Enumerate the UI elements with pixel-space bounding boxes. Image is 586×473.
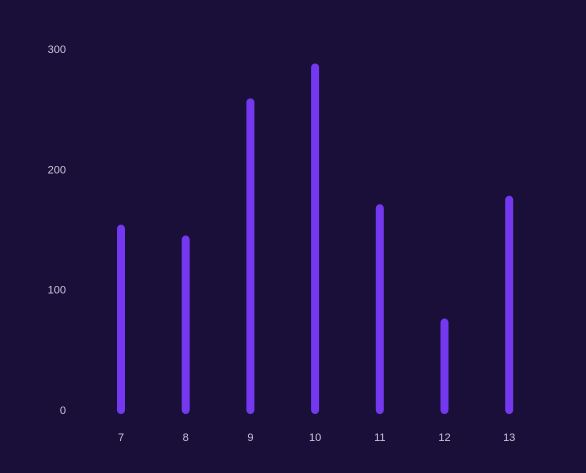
x-tick-label: 10 [309, 432, 321, 444]
y-axis: 0 100 200 300 [48, 44, 66, 417]
x-tick-label: 7 [118, 432, 124, 444]
y-tick-label: 200 [48, 164, 66, 176]
y-tick-label: 100 [48, 285, 66, 297]
x-tick-label: 13 [503, 432, 515, 444]
x-tick-label: 12 [438, 432, 450, 444]
x-axis: 7 8 9 10 11 12 13 [118, 432, 515, 444]
bars [117, 63, 514, 414]
y-tick-label: 0 [60, 405, 66, 417]
x-tick-label: 8 [183, 432, 189, 444]
y-tick-label: 300 [48, 44, 66, 56]
x-tick-label: 9 [247, 432, 253, 444]
x-tick-label: 11 [374, 432, 385, 444]
